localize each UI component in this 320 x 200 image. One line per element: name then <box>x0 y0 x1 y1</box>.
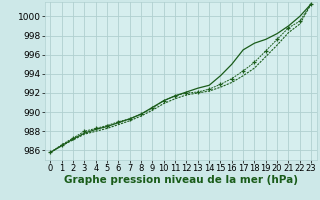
X-axis label: Graphe pression niveau de la mer (hPa): Graphe pression niveau de la mer (hPa) <box>64 175 298 185</box>
